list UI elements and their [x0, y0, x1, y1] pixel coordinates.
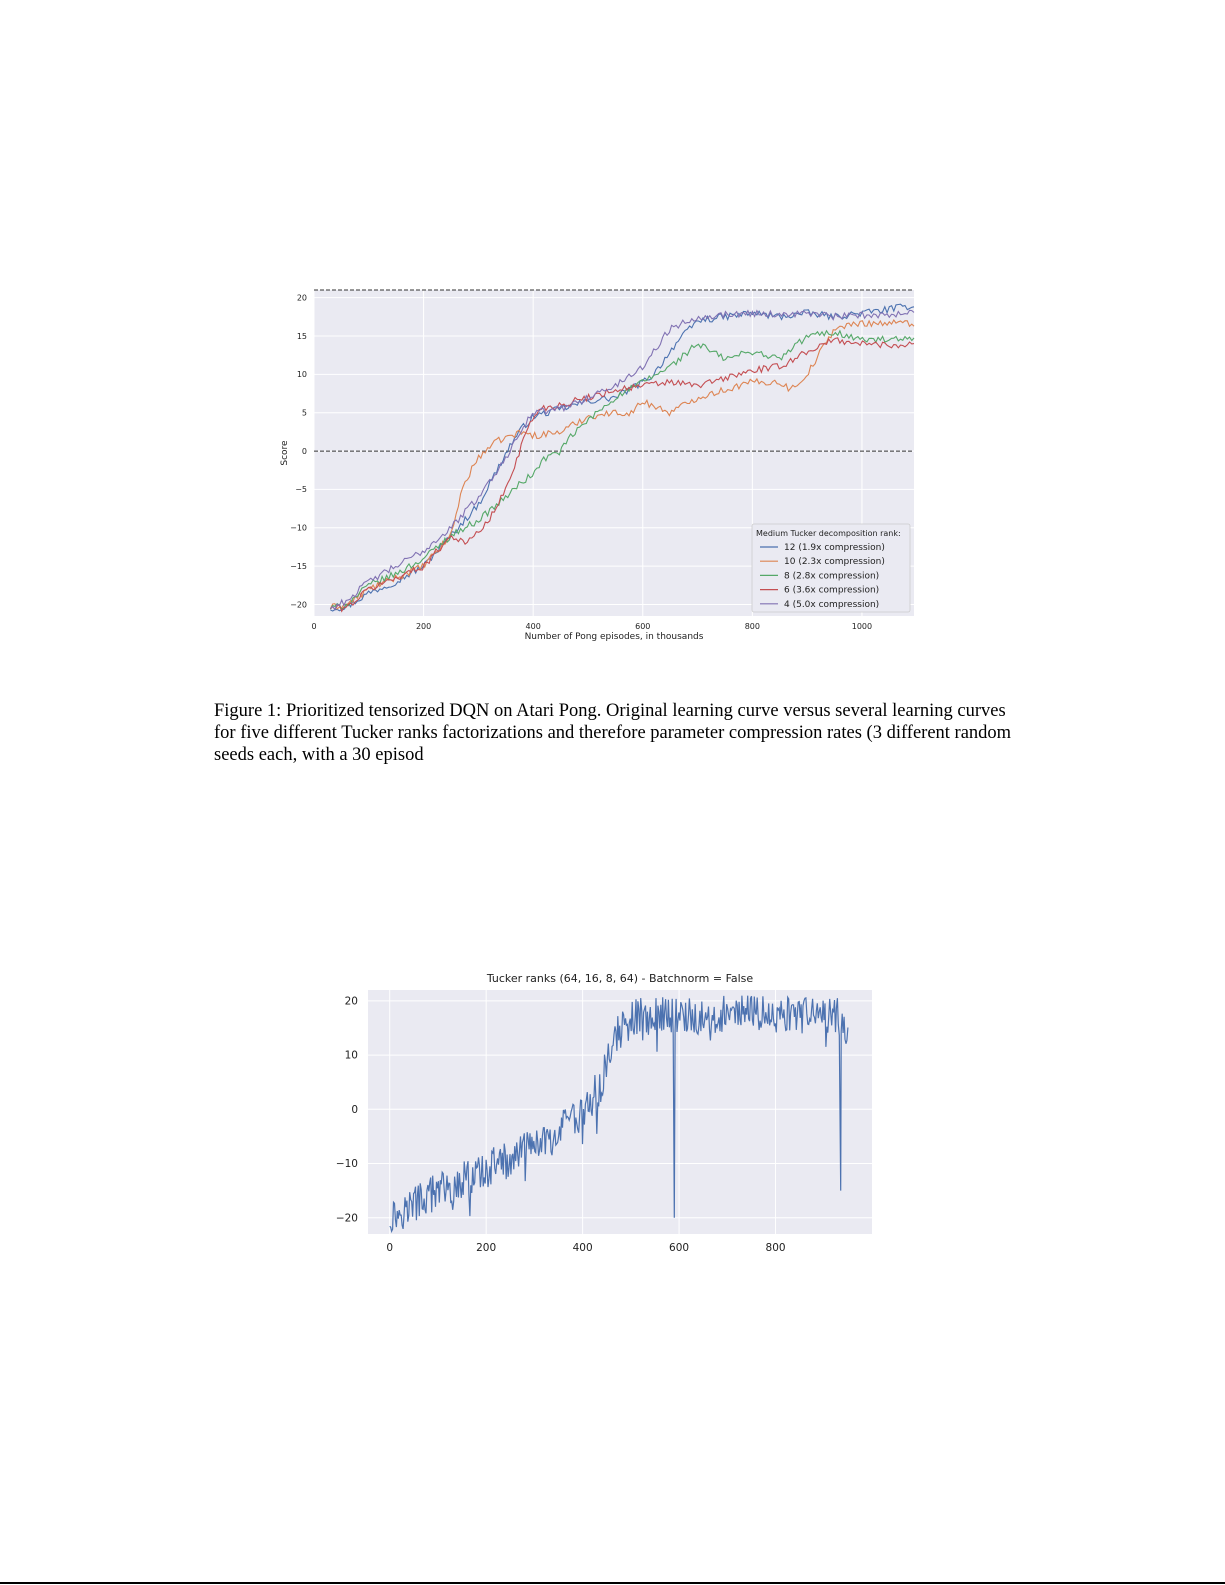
series-line-6 [330, 337, 915, 613]
x-tick-label: 400 [526, 622, 541, 631]
y-tick-label: 5 [302, 409, 307, 418]
y-tick-label: 20 [297, 293, 307, 302]
y-tick-label: −10 [290, 524, 307, 533]
x-tick-label: 600 [669, 1242, 689, 1254]
x-tick-label: 400 [573, 1242, 593, 1254]
figure-caption: Figure 1: Prioritized tensorized DQN on … [214, 701, 1012, 765]
y-axis-label: Score [280, 440, 290, 466]
x-tick-label: 200 [416, 622, 431, 631]
x-tick-label: 1000 [852, 622, 872, 631]
series-line-10 [329, 318, 915, 610]
y-tick-label: 0 [302, 447, 307, 456]
legend-entry: 10 (2.3x compression) [784, 557, 885, 567]
y-tick-label: 0 [351, 1104, 358, 1116]
series-line-8 [329, 329, 915, 610]
tucker-ranks-chart: 0 200 400 600 800 −20 −10 0 10 20 Tucker ranks (64… [336, 972, 872, 1254]
legend-entry: 4 (5.0x compression) [784, 600, 879, 610]
y-tick-label: −5 [295, 485, 307, 494]
y-tick-label: −10 [336, 1158, 358, 1170]
x-tick-label: 800 [766, 1242, 786, 1254]
y-tick-label: 10 [297, 370, 307, 379]
legend-entry: 6 (3.6x compression) [784, 586, 879, 596]
legend-title: Medium Tucker decomposition rank: [756, 529, 901, 538]
legend-entry: 12 (1.9x compression) [784, 543, 885, 553]
y-tick-label: 10 [345, 1050, 358, 1062]
legend-box [751, 523, 911, 613]
x-tick-label: 0 [311, 622, 316, 631]
y-tick-label: −15 [290, 562, 307, 571]
x-tick-label: 0 [386, 1242, 393, 1254]
x-tick-label: 200 [476, 1242, 496, 1254]
x-axis-label: Number of Pong episodes, in thousands [525, 632, 704, 642]
series-line-4 [330, 309, 915, 611]
learning-curves-chart: 0 200 400 600 800 1000 −20 −15 −10 −5 0 5 10 15 20 Numb… [280, 289, 915, 642]
y-tick-label: −20 [290, 600, 307, 609]
x-tick-label: 800 [745, 622, 760, 631]
y-tick-label: 15 [297, 332, 307, 341]
y-tick-label: −20 [336, 1212, 358, 1224]
legend-entry: 8 (2.8x compression) [784, 571, 879, 581]
x-tick-label: 600 [635, 622, 650, 631]
chart-title: Tucker ranks (64, 16, 8, 64) - Batchnorm… [486, 972, 754, 985]
bottom-rule [0, 1582, 1225, 1584]
series-line-score [389, 995, 849, 1234]
y-tick-label: 20 [345, 996, 358, 1008]
